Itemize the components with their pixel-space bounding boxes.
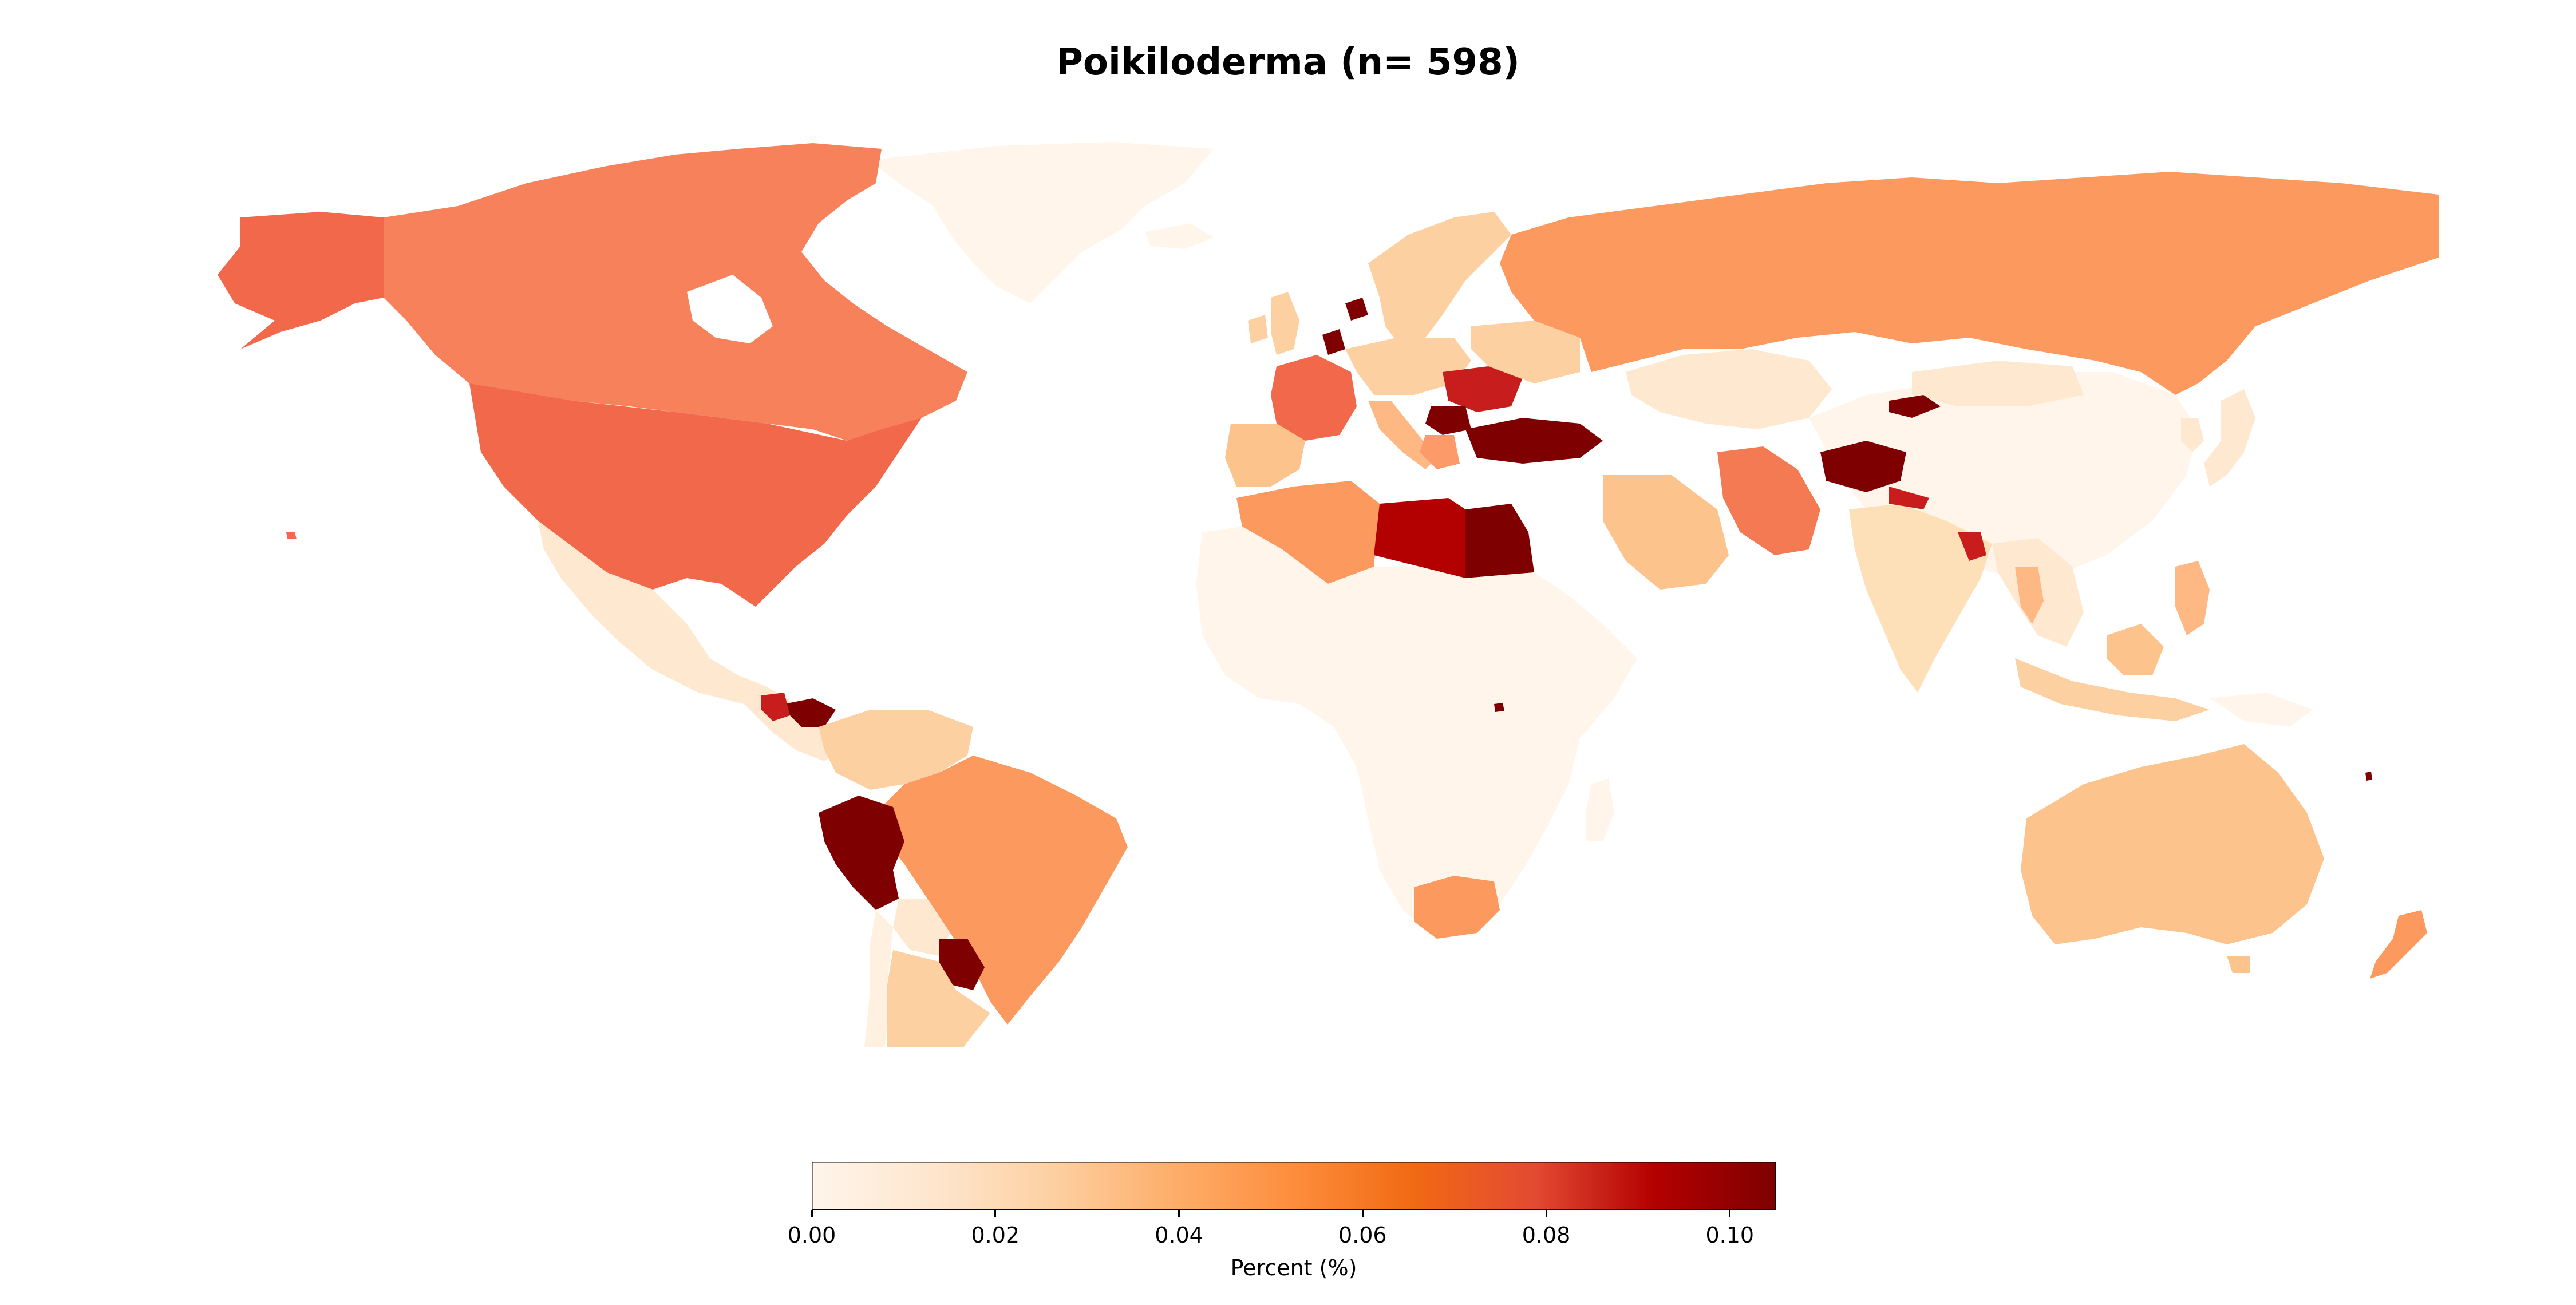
region-bolivia[interactable] — [893, 899, 950, 956]
region-new-zealand[interactable] — [2370, 910, 2427, 979]
region-madagascar[interactable] — [1586, 778, 1614, 841]
region-iceland[interactable] — [1145, 223, 1214, 249]
region-denmark[interactable] — [1345, 298, 1368, 321]
region-fiji[interactable] — [2365, 772, 2372, 781]
region-bangladesh[interactable] — [1958, 532, 1986, 561]
region-france[interactable] — [1271, 355, 1357, 441]
region-peru[interactable] — [819, 796, 904, 910]
region-saudi-arabia[interactable] — [1603, 475, 1729, 590]
region-scandinavia[interactable] — [1368, 212, 1511, 349]
region-south-africa[interactable] — [1414, 876, 1500, 939]
region-sub-saharan-africa[interactable] — [1196, 527, 1637, 933]
region-japan[interactable] — [2204, 389, 2255, 487]
colorbar-tick-mark — [811, 1210, 813, 1217]
region-hawaii[interactable] — [286, 532, 297, 539]
region-papua-new-guinea[interactable] — [2210, 693, 2313, 727]
region-central-africa-dot[interactable] — [1494, 703, 1504, 712]
region-thailand[interactable] — [2015, 567, 2044, 624]
colorbar-tick-label: 0.08 — [1522, 1223, 1571, 1248]
colorbar-tick-label: 0.04 — [1155, 1223, 1203, 1248]
colorbar-tick-mark — [1178, 1210, 1180, 1217]
region-turkey[interactable] — [1465, 418, 1603, 464]
colorbar-label: Percent (%) — [1230, 1255, 1357, 1280]
region-mexico[interactable] — [538, 521, 767, 704]
region-uk[interactable] — [1271, 292, 1299, 355]
colorbar-ticks: 0.00 0.02 0.04 0.06 0.08 0.10 — [788, 1210, 1776, 1267]
region-canada[interactable] — [384, 143, 967, 441]
region-alaska[interactable] — [218, 212, 384, 349]
region-argentina[interactable] — [882, 950, 990, 1047]
region-paraguay[interactable] — [939, 939, 985, 990]
region-afghanistan[interactable] — [1820, 441, 1906, 492]
colorbar-tick-label: 0.10 — [1705, 1223, 1755, 1248]
region-kazakhstan[interactable] — [1626, 349, 1832, 429]
region-central-europe[interactable] — [1345, 338, 1471, 395]
colorbar-tick-label: 0.00 — [787, 1223, 836, 1248]
region-libya[interactable] — [1374, 498, 1465, 578]
colorbar-tick-mark — [994, 1210, 997, 1217]
region-romania[interactable] — [1443, 366, 1523, 412]
region-eastern-europe[interactable] — [1471, 321, 1580, 383]
region-usa[interactable] — [469, 383, 922, 607]
region-philippines[interactable] — [2175, 561, 2210, 635]
water-hudson-bay — [687, 275, 773, 343]
region-ireland[interactable] — [1248, 315, 1268, 343]
region-tasmania[interactable] — [2227, 956, 2250, 973]
colorbar-svg — [812, 1162, 1776, 1210]
colorbar-tick-label: 0.02 — [971, 1223, 1020, 1248]
region-netherlands[interactable] — [1322, 329, 1345, 355]
region-borneo[interactable] — [2107, 624, 2164, 675]
region-india[interactable] — [1849, 504, 1992, 693]
colorbar-tick-mark — [1361, 1210, 1364, 1217]
colorbar-tick-mark — [1545, 1210, 1547, 1217]
region-iberia[interactable] — [1225, 424, 1305, 487]
region-egypt[interactable] — [1465, 504, 1534, 578]
region-australia[interactable] — [2021, 744, 2324, 944]
region-greenland[interactable] — [870, 142, 1214, 303]
chart-title: Poikiloderma (n= 598) — [1056, 41, 1520, 84]
region-bulgaria[interactable] — [1425, 406, 1471, 435]
region-caucasus[interactable] — [1889, 395, 1941, 418]
region-iran[interactable] — [1717, 446, 1820, 555]
region-greece[interactable] — [1420, 435, 1460, 469]
region-algeria[interactable] — [1236, 481, 1380, 584]
region-guatemala[interactable] — [761, 693, 790, 721]
world-map-svg — [218, 142, 2439, 1047]
region-russia[interactable] — [1500, 172, 2439, 395]
colorbar-tick-mark — [1729, 1210, 1731, 1217]
colorbar-fill — [812, 1162, 1776, 1210]
region-nepal[interactable] — [1889, 487, 1929, 509]
colorbar — [812, 1162, 1776, 1210]
region-northern-south-america[interactable] — [819, 710, 973, 790]
region-korea[interactable] — [2181, 418, 2204, 452]
region-honduras[interactable] — [784, 698, 836, 727]
region-mongolia[interactable] — [1912, 361, 2084, 406]
world-choropleth-map — [137, 132, 2450, 1047]
region-indonesia[interactable] — [2015, 658, 2210, 721]
colorbar-tick-label: 0.06 — [1338, 1223, 1387, 1248]
region-chile[interactable] — [864, 910, 893, 1047]
region-brazil[interactable] — [882, 756, 1128, 1025]
